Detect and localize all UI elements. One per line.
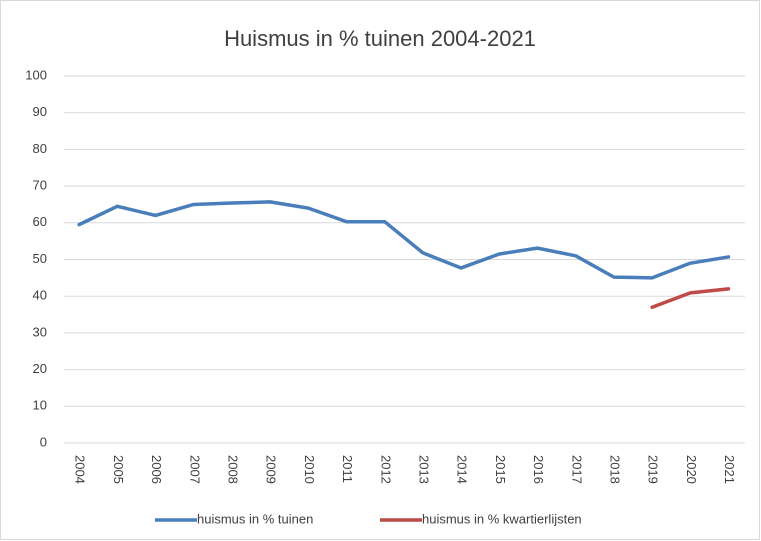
x-tick-label: 2013 bbox=[416, 455, 431, 484]
x-tick-label: 2011 bbox=[340, 455, 355, 483]
y-tick-label: 40 bbox=[33, 288, 47, 303]
x-tick-label: 2006 bbox=[149, 455, 164, 484]
x-tick-label: 2019 bbox=[646, 455, 661, 484]
x-tick-label: 2010 bbox=[302, 455, 317, 484]
x-tick-label: 2008 bbox=[225, 455, 240, 484]
x-tick-label: 2015 bbox=[493, 455, 508, 484]
x-tick-label: 2018 bbox=[607, 455, 622, 484]
x-tick-label: 2012 bbox=[378, 455, 393, 484]
y-tick-label: 80 bbox=[33, 141, 47, 156]
x-tick-label: 2004 bbox=[73, 455, 88, 484]
x-tick-label: 2016 bbox=[531, 455, 546, 484]
y-tick-label: 60 bbox=[33, 214, 47, 229]
y-tick-label: 50 bbox=[33, 251, 47, 266]
y-tick-label: 10 bbox=[33, 398, 47, 413]
series-line bbox=[650, 287, 731, 309]
x-tick-label: 2009 bbox=[264, 455, 279, 484]
y-tick-label: 0 bbox=[40, 434, 47, 449]
x-tick-label: 2021 bbox=[722, 455, 737, 484]
y-tick-label: 30 bbox=[33, 324, 47, 339]
series-line bbox=[77, 200, 731, 280]
y-tick-label: 70 bbox=[33, 178, 47, 193]
legend-label: huismus in % tuinen bbox=[197, 511, 313, 526]
y-tick-label: 90 bbox=[33, 104, 47, 119]
y-tick-label: 100 bbox=[25, 67, 47, 82]
x-tick-label: 2005 bbox=[111, 455, 126, 484]
x-tick-label: 2017 bbox=[569, 455, 584, 484]
x-tick-label: 2007 bbox=[187, 455, 202, 484]
y-tick-label: 20 bbox=[33, 361, 47, 376]
x-tick-label: 2014 bbox=[455, 455, 470, 484]
x-tick-label: 2020 bbox=[684, 455, 699, 484]
chart-title: Huismus in % tuinen 2004-2021 bbox=[224, 26, 536, 51]
legend-label: huismus in % kwartierlijsten bbox=[422, 511, 582, 526]
